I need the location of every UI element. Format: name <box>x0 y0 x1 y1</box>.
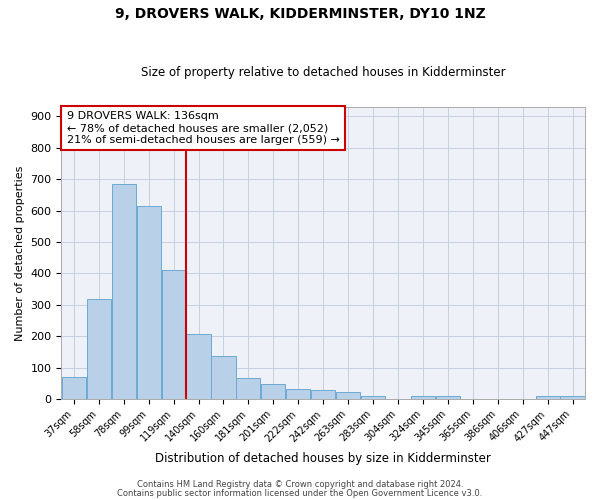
X-axis label: Distribution of detached houses by size in Kidderminster: Distribution of detached houses by size … <box>155 452 491 465</box>
Bar <box>536 396 560 399</box>
Bar <box>411 396 435 399</box>
Bar <box>62 377 86 399</box>
Bar <box>286 389 310 399</box>
Bar <box>112 184 136 399</box>
Text: 9 DROVERS WALK: 136sqm
← 78% of detached houses are smaller (2,052)
21% of semi-: 9 DROVERS WALK: 136sqm ← 78% of detached… <box>67 112 340 144</box>
Bar <box>87 298 111 399</box>
Y-axis label: Number of detached properties: Number of detached properties <box>15 166 25 340</box>
Bar <box>211 356 236 399</box>
Bar <box>161 270 185 399</box>
Bar <box>336 392 360 399</box>
Bar <box>361 396 385 399</box>
Bar <box>137 206 161 399</box>
Bar <box>436 396 460 399</box>
Text: Contains HM Land Registry data © Crown copyright and database right 2024.: Contains HM Land Registry data © Crown c… <box>137 480 463 489</box>
Bar <box>236 378 260 399</box>
Title: Size of property relative to detached houses in Kidderminster: Size of property relative to detached ho… <box>141 66 506 80</box>
Bar <box>187 334 211 399</box>
Bar <box>261 384 286 399</box>
Text: Contains public sector information licensed under the Open Government Licence v3: Contains public sector information licen… <box>118 489 482 498</box>
Bar <box>560 396 584 399</box>
Text: 9, DROVERS WALK, KIDDERMINSTER, DY10 1NZ: 9, DROVERS WALK, KIDDERMINSTER, DY10 1NZ <box>115 8 485 22</box>
Bar <box>311 390 335 399</box>
